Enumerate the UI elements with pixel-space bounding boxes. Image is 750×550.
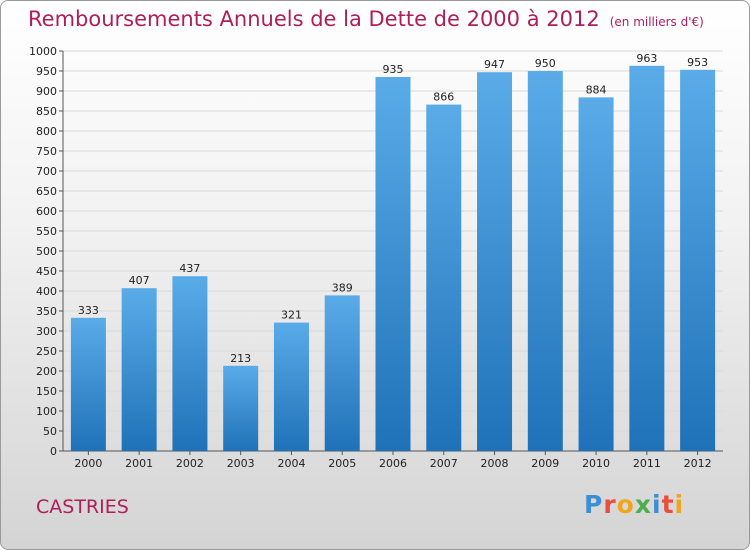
x-tick-label: 2001	[125, 457, 153, 470]
y-tick-label: 750	[36, 145, 57, 158]
x-tick-label: 2002	[176, 457, 204, 470]
x-tick-label: 2011	[633, 457, 661, 470]
logo-letter: i	[652, 490, 662, 519]
bar-2011[interactable]	[629, 65, 665, 452]
bar-2003[interactable]	[223, 365, 259, 451]
x-tick-label: 2005	[328, 457, 356, 470]
labels: 0 50 100 150 200 250 300 350 400 450 500 550 600 650 7…	[29, 45, 712, 470]
bar-2005[interactable]	[324, 295, 360, 451]
data-label-2004: 321	[281, 309, 302, 322]
data-label-2000: 333	[78, 304, 99, 317]
chart-title-text: Remboursements Annuels de la Dette de 20…	[28, 7, 600, 31]
data-label-2005: 389	[332, 281, 353, 294]
y-tick-label: 100	[36, 405, 57, 418]
logo-letter: P	[584, 490, 604, 519]
y-tick-label: 250	[36, 345, 57, 358]
logo-letter: i	[674, 490, 685, 519]
proxiti-logo[interactable]: Proxiti	[584, 490, 684, 519]
town-name: CASTRIES	[36, 496, 129, 518]
y-tick-label: 800	[36, 125, 57, 138]
y-tick-label: 150	[36, 385, 57, 398]
chart-unit-label: (en milliers d'€)	[609, 15, 704, 29]
bars	[70, 65, 716, 452]
y-tick-label: 350	[36, 305, 57, 318]
data-label-2011: 963	[636, 52, 657, 65]
y-tick-label: 950	[36, 65, 57, 78]
y-tick-label: 50	[43, 425, 57, 438]
x-tick-label: 2009	[531, 457, 559, 470]
bar-2008[interactable]	[477, 72, 513, 451]
x-tick-label: 2006	[379, 457, 407, 470]
bar-2002[interactable]	[172, 276, 208, 451]
y-tick-label: 700	[36, 165, 57, 178]
data-label-2006: 935	[383, 63, 404, 76]
x-tick-label: 2012	[684, 457, 712, 470]
y-tick-label: 300	[36, 325, 57, 338]
logo-letter: t	[661, 490, 675, 519]
x-tick-label: 2008	[481, 457, 509, 470]
bar-2004[interactable]	[273, 322, 309, 451]
x-tick-label: 2004	[277, 457, 305, 470]
data-label-2003: 213	[230, 352, 251, 365]
logo-letter: r	[603, 490, 617, 519]
bar-2006[interactable]	[375, 77, 411, 451]
data-label-2007: 866	[433, 91, 454, 104]
x-tick-label: 2007	[430, 457, 458, 470]
data-label-2001: 407	[129, 274, 150, 287]
data-label-2012: 953	[687, 56, 708, 69]
y-tick-label: 900	[36, 85, 57, 98]
y-tick-label: 0	[50, 445, 57, 458]
data-label-2008: 947	[484, 58, 505, 71]
y-tick-label: 400	[36, 285, 57, 298]
chart-title: Remboursements Annuels de la Dette de 20…	[28, 7, 704, 31]
logo-letter: o	[616, 490, 635, 519]
bar-2009[interactable]	[527, 71, 563, 451]
y-tick-label: 1000	[29, 45, 57, 58]
data-label-2010: 884	[586, 83, 607, 96]
data-label-2002: 437	[179, 262, 200, 275]
bar-2012[interactable]	[680, 69, 716, 452]
bar-2000[interactable]	[70, 317, 106, 451]
x-tick-label: 2003	[227, 457, 255, 470]
y-tick-label: 650	[36, 185, 57, 198]
y-tick-label: 550	[36, 225, 57, 238]
y-tick-label: 600	[36, 205, 57, 218]
bar-2010[interactable]	[578, 97, 614, 452]
bar-2001[interactable]	[121, 288, 157, 451]
bar-2007[interactable]	[426, 104, 462, 451]
y-tick-label: 200	[36, 365, 57, 378]
x-tick-label: 2000	[74, 457, 102, 470]
data-label-2009: 950	[535, 57, 556, 70]
x-tick-label: 2010	[582, 457, 610, 470]
y-tick-label: 500	[36, 245, 57, 258]
y-tick-label: 850	[36, 105, 57, 118]
logo-letter: x	[634, 490, 652, 519]
y-tick-label: 450	[36, 265, 57, 278]
